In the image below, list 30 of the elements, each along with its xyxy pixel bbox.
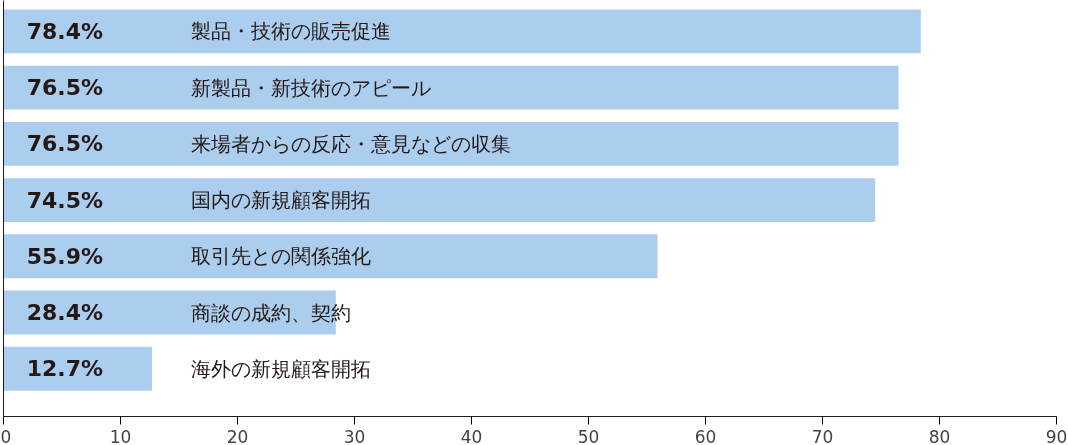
x-tick-label: 70 <box>811 426 834 445</box>
x-tick-label: 0 <box>0 426 12 445</box>
bar <box>3 9 921 54</box>
y-tick-label: 製品・技術の販売促進 <box>190 19 391 44</box>
x-tick-label: 30 <box>343 426 366 445</box>
bar <box>3 178 876 222</box>
data-label: 55.9% <box>26 243 103 269</box>
data-label: 12.7% <box>26 356 103 382</box>
bar <box>3 346 153 391</box>
x-tick-label: 60 <box>694 426 717 445</box>
bar <box>3 121 899 166</box>
y-tick-label: 海外の新規顧客開拓 <box>190 356 371 381</box>
data-label: 76.5% <box>26 131 103 157</box>
bar <box>3 65 899 110</box>
data-label: 78.4% <box>26 18 103 44</box>
x-tick-label: 20 <box>226 426 249 445</box>
data-label: 76.5% <box>26 75 103 101</box>
y-tick-label: 新製品・新技術のアピール <box>190 75 431 100</box>
x-tick-label: 90 <box>1045 426 1068 445</box>
x-tick-label: 80 <box>928 426 951 445</box>
x-tick-label: 50 <box>577 426 600 445</box>
y-tick-label: 来場者からの反応・意見などの収集 <box>190 131 511 156</box>
y-tick-label: 商談の成約、契約 <box>190 300 351 325</box>
bar <box>3 234 658 279</box>
y-tick-label: 取引先との関係強化 <box>190 244 371 269</box>
x-tick-label: 10 <box>109 426 132 445</box>
data-label: 74.5% <box>26 187 103 213</box>
x-tick-label: 40 <box>460 426 483 445</box>
data-label: 28.4% <box>26 300 103 325</box>
y-tick-label: 国内の新規顧客開拓 <box>190 188 371 213</box>
